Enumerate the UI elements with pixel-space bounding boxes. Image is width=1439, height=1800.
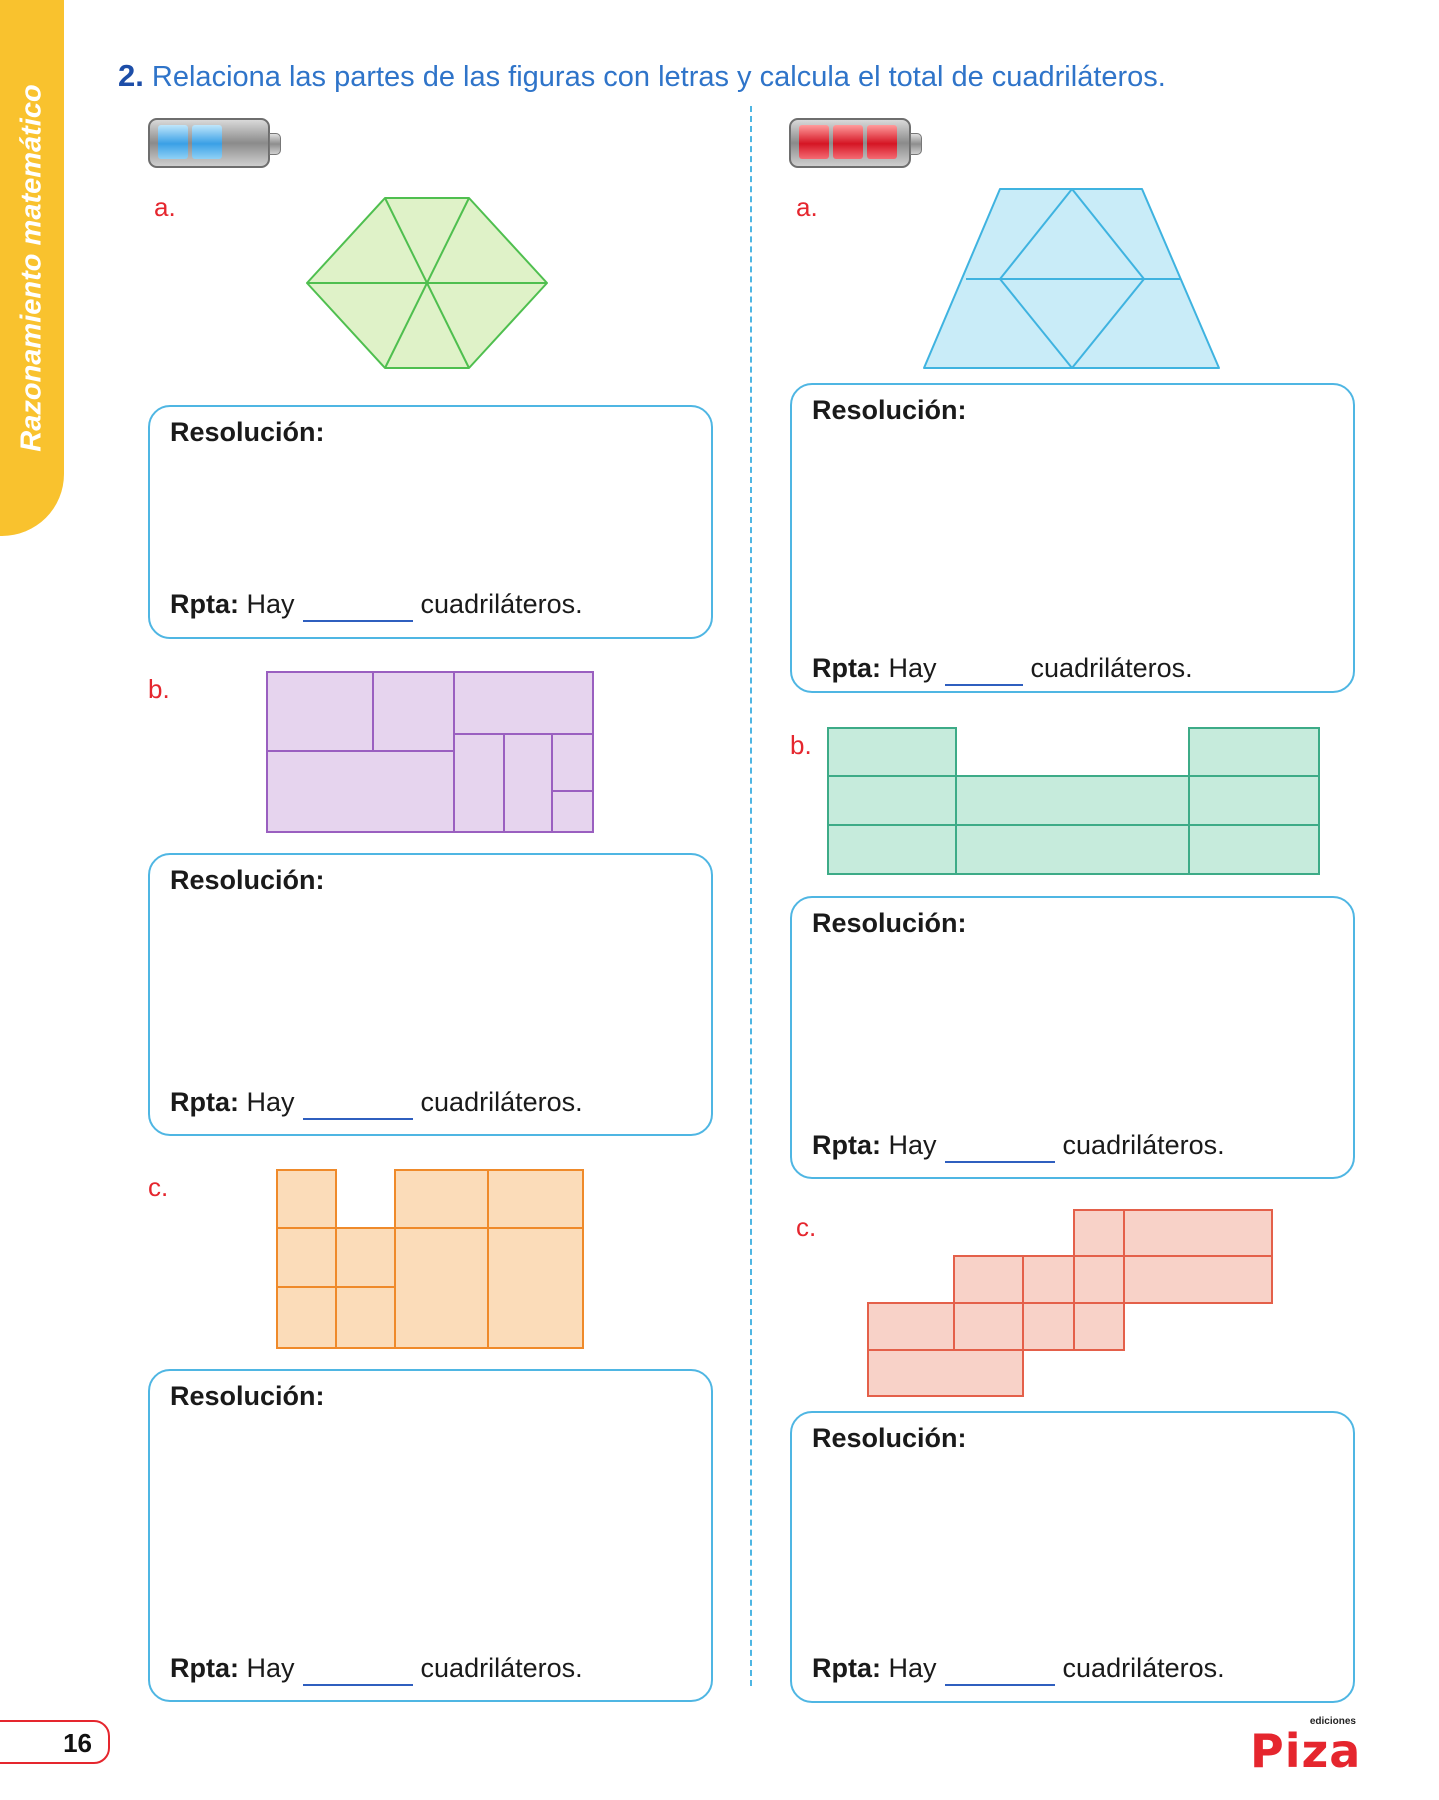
answer-box-c-right[interactable]: Resolución: Rpta: Hay cuadriláteros.: [790, 1411, 1355, 1703]
item-label-a-left: a.: [154, 192, 176, 222]
answer-blank[interactable]: [944, 1653, 1055, 1686]
resolution-title: Resolución:: [170, 865, 325, 895]
rpta-suffix: cuadriláteros.: [420, 1653, 583, 1683]
answer-blank[interactable]: [944, 1130, 1055, 1163]
answer-blank[interactable]: [302, 1653, 413, 1686]
orange-rectangles-figure: [276, 1169, 584, 1349]
answer-blank[interactable]: [302, 1087, 413, 1120]
rpta-label: Rpta:: [170, 1087, 239, 1117]
rpta-suffix: cuadriláteros.: [1030, 653, 1193, 683]
item-label-b-right: b.: [790, 730, 812, 760]
side-tab: Razonamiento matemático: [0, 0, 64, 536]
salmon-rectangles-figure: [867, 1209, 1273, 1397]
resolution-title: Resolución:: [170, 1381, 325, 1411]
rpta-prefix: Hay: [246, 1653, 295, 1683]
section-title: Razonamiento matemático: [15, 84, 48, 452]
hexagon-figure: [306, 197, 548, 369]
item-label-c-right: c.: [796, 1212, 817, 1242]
answer-box-a-left[interactable]: Resolución: Rpta: Hay cuadriláteros.: [148, 405, 713, 639]
rpta-label: Rpta:: [812, 653, 881, 683]
publisher-small-text: ediciones: [1309, 1716, 1356, 1727]
item-label-b-left: b.: [148, 674, 170, 704]
resolution-title: Resolución:: [812, 908, 967, 938]
resolution-title: Resolución:: [812, 1423, 967, 1453]
answer-box-b-left[interactable]: Resolución: Rpta: Hay cuadriláteros.: [148, 853, 713, 1136]
purple-rectangles-figure: [266, 671, 594, 833]
answer-blank[interactable]: [302, 589, 413, 622]
trapezoid-figure: [923, 188, 1220, 369]
answer-box-c-left[interactable]: Resolución: Rpta: Hay cuadriláteros.: [148, 1369, 713, 1702]
resolution-title: Resolución:: [170, 417, 325, 447]
rpta-suffix: cuadriláteros.: [420, 1087, 583, 1117]
rpta-suffix: cuadriláteros.: [1062, 1653, 1225, 1683]
rpta-label: Rpta:: [170, 589, 239, 619]
answer-box-b-right[interactable]: Resolución: Rpta: Hay cuadriláteros.: [790, 896, 1355, 1179]
teal-rectangles-figure: [827, 727, 1320, 875]
publisher-name: Piza: [1250, 1724, 1362, 1778]
rpta-suffix: cuadriláteros.: [420, 589, 583, 619]
answer-line: Rpta: Hay cuadriláteros.: [170, 1087, 583, 1120]
difficulty-battery-red-icon: [789, 118, 924, 172]
question-number: 2.: [118, 58, 144, 93]
answer-line: Rpta: Hay cuadriláteros.: [170, 1653, 583, 1686]
rpta-prefix: Hay: [888, 1653, 937, 1683]
rpta-label: Rpta:: [812, 1130, 881, 1160]
page-number-box: 16: [0, 1720, 110, 1764]
answer-line: Rpta: Hay cuadriláteros.: [812, 1130, 1225, 1163]
answer-box-a-right[interactable]: Resolución: Rpta: Hay cuadriláteros.: [790, 383, 1355, 693]
rpta-prefix: Hay: [246, 589, 295, 619]
rpta-label: Rpta:: [812, 1653, 881, 1683]
question-text: Relaciona las partes de las figuras con …: [151, 61, 1166, 93]
resolution-title: Resolución:: [812, 395, 967, 425]
rpta-prefix: Hay: [888, 653, 937, 683]
publisher-logo: ediciones Piza: [1250, 1716, 1360, 1778]
question-header: 2. Relaciona las partes de las figuras c…: [118, 58, 1166, 94]
answer-line: Rpta: Hay cuadriláteros.: [812, 1653, 1225, 1686]
item-label-a-right: a.: [796, 192, 818, 222]
rpta-prefix: Hay: [888, 1130, 937, 1160]
column-divider: [750, 106, 752, 1686]
item-label-c-left: c.: [148, 1172, 169, 1202]
answer-line: Rpta: Hay cuadriláteros.: [170, 589, 583, 622]
rpta-suffix: cuadriláteros.: [1062, 1130, 1225, 1160]
page-number: 16: [63, 1728, 92, 1758]
answer-blank[interactable]: [944, 653, 1023, 686]
rpta-prefix: Hay: [246, 1087, 295, 1117]
rpta-label: Rpta:: [170, 1653, 239, 1683]
difficulty-battery-blue-icon: [148, 118, 283, 172]
answer-line: Rpta: Hay cuadriláteros.: [812, 653, 1193, 686]
